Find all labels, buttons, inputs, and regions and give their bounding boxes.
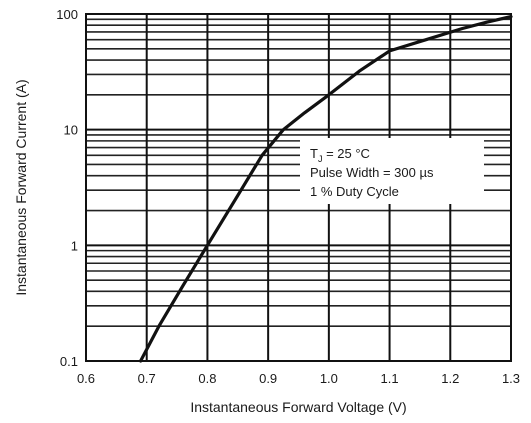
annotation-tj-symbol: T (310, 146, 318, 161)
y-axis-title: Instantaneous Forward Current (A) (13, 79, 29, 295)
condition-annotation: TJ = 25 °C Pulse Width = 300 µs 1 % Duty… (300, 138, 484, 204)
y-axis-ticks: 0.1 1 10 100 (56, 7, 78, 369)
y-tick-label: 100 (56, 7, 78, 22)
x-axis-title: Instantaneous Forward Voltage (V) (190, 399, 406, 415)
x-tick-label: 1.0 (320, 371, 338, 386)
annotation-junction-temp: TJ = 25 °C (310, 146, 370, 164)
annotation-pulse-width: Pulse Width = 300 µs (310, 165, 434, 180)
x-tick-label: 0.7 (138, 371, 156, 386)
x-tick-label: 1.3 (502, 371, 520, 386)
x-tick-label: 0.6 (77, 371, 95, 386)
x-tick-label: 1.1 (381, 371, 399, 386)
annotation-tj-subscript: J (318, 154, 323, 164)
annotation-duty-cycle: 1 % Duty Cycle (310, 184, 399, 199)
series-line-forward-current (139, 15, 513, 363)
x-tick-label: 1.2 (441, 371, 459, 386)
annotation-tj-value: = 25 °C (322, 146, 369, 161)
y-tick-label: 0.1 (60, 354, 78, 369)
x-axis-ticks: 0.6 0.7 0.8 0.9 1.0 1.1 1.2 1.3 (77, 371, 520, 386)
x-tick-label: 0.8 (198, 371, 216, 386)
x-tick-label: 0.9 (259, 371, 277, 386)
y-tick-label: 1 (71, 238, 78, 253)
annotation-background (300, 138, 484, 204)
y-tick-label: 10 (64, 123, 78, 138)
plot-frame (85, 13, 512, 362)
